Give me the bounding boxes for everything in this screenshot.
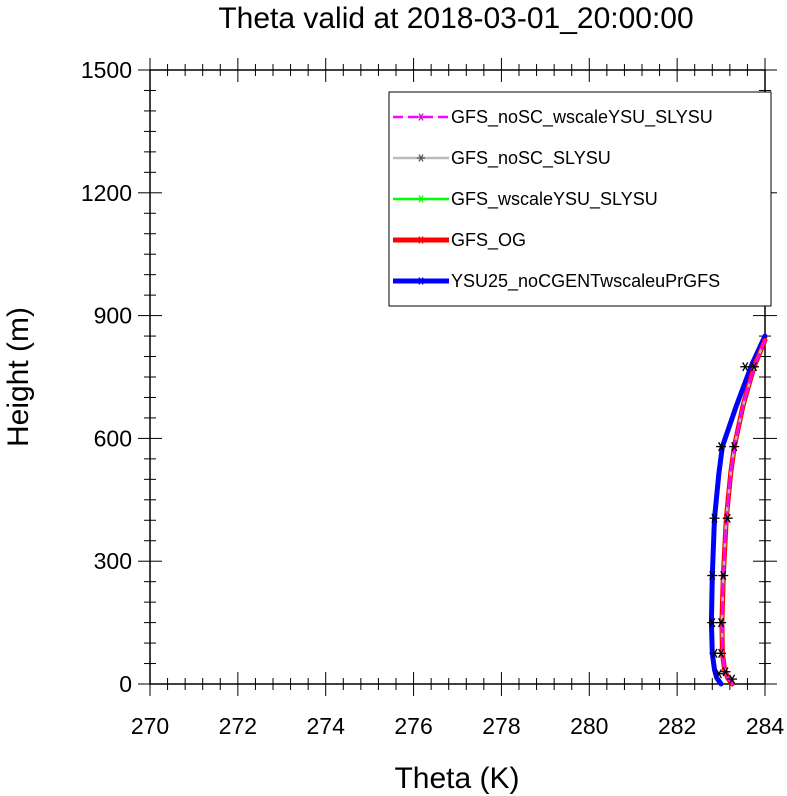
data-point-marker: [709, 513, 720, 523]
marker-stroke: [709, 570, 716, 581]
data-point-marker: [707, 617, 718, 628]
data-point-marker: [716, 617, 727, 628]
series-line-YSU25_noCGENTwscaleuPrGFS: [708, 333, 768, 687]
marker-stroke: [718, 441, 725, 452]
marker-stroke: [715, 669, 722, 679]
marker-stroke: [711, 513, 718, 523]
y-tick-label: 1500: [81, 57, 132, 83]
marker-stroke: [711, 648, 718, 658]
marker-stroke: [418, 195, 424, 203]
data-point-marker: [740, 362, 751, 372]
data-point-marker: [749, 362, 760, 372]
x-tick-label: 274: [307, 713, 346, 739]
series-layer: [708, 333, 768, 687]
legend-box: [388, 91, 772, 307]
legend-label-GFS_OG: GFS_OG: [451, 230, 526, 251]
legend-marker-GFS_wscaleYSU_SLYSU: [417, 195, 425, 203]
x-tick-label: 272: [219, 713, 257, 739]
legend-marker-GFS_OG: [417, 236, 425, 244]
x-tick-label: 276: [394, 713, 432, 739]
legend-label-GFS_noSC_SLYSU: GFS_noSC_SLYSU: [451, 148, 611, 169]
x-tick-label: 282: [658, 713, 696, 739]
data-point-marker: [718, 570, 729, 581]
marker-layer: [707, 362, 760, 684]
y-tick-label: 1200: [81, 180, 132, 206]
marker-stroke: [718, 617, 725, 628]
series-line-GFS_noSC_wscaleYSU_SLYSU: [720, 338, 767, 686]
x-tick-label: 270: [131, 713, 169, 739]
data-point-marker: [707, 570, 718, 581]
legend-label-GFS_wscaleYSU_SLYSU: GFS_wscaleYSU_SLYSU: [451, 189, 658, 210]
y-tick-label: 300: [94, 548, 132, 574]
legend: GFS_noSC_wscaleYSU_SLYSU GFS_noSC_SLYSU GF…: [388, 91, 772, 307]
marker-stroke: [742, 362, 749, 372]
data-point-marker: [716, 441, 727, 452]
tick-labels: 270 272 274 276 278 280 282 284 0 300 600 900 1200 15…: [81, 57, 785, 739]
legend-marker-GFS_noSC_wscaleYSU_SLYSU: [417, 113, 425, 121]
marker-stroke: [731, 441, 738, 452]
marker-stroke: [720, 570, 727, 581]
x-axis-label: Theta (K): [394, 762, 519, 795]
x-tick-label: 280: [570, 713, 608, 739]
data-point-marker: [709, 648, 720, 658]
y-tick-label: 0: [119, 671, 132, 697]
data-point-marker: [722, 513, 733, 523]
marker-stroke: [709, 617, 716, 628]
marker-stroke: [418, 236, 424, 244]
marker-stroke: [418, 154, 424, 162]
x-tick-label: 284: [746, 713, 785, 739]
data-point-marker: [713, 669, 724, 679]
marker-stroke: [750, 362, 758, 372]
data-point-marker: [729, 441, 740, 452]
marker-stroke: [418, 113, 424, 121]
legend-marker-YSU25_noCGENTwscaleuPrGFS: [417, 277, 425, 285]
marker-stroke: [724, 513, 731, 523]
legend-label-GFS_noSC_wscaleYSU_SLYSU: GFS_noSC_wscaleYSU_SLYSU: [451, 107, 713, 128]
marker-stroke: [728, 674, 736, 684]
marker-stroke: [722, 667, 729, 677]
legend-marker-GFS_noSC_SLYSU: [417, 154, 425, 162]
marker-stroke: [418, 277, 424, 285]
y-tick-label: 600: [94, 425, 132, 451]
y-axis-label: Height (m): [2, 307, 35, 447]
y-tick-label: 900: [94, 303, 132, 329]
marker-stroke: [718, 648, 725, 658]
x-tick-label: 278: [482, 713, 520, 739]
legend-label-YSU25_noCGENTwscaleuPrGFS: YSU25_noCGENTwscaleuPrGFS: [451, 271, 720, 292]
data-point-marker: [727, 674, 738, 684]
data-point-marker: [720, 667, 731, 677]
chart-title: Theta valid at 2018-03-01_20:00:00: [218, 2, 693, 35]
